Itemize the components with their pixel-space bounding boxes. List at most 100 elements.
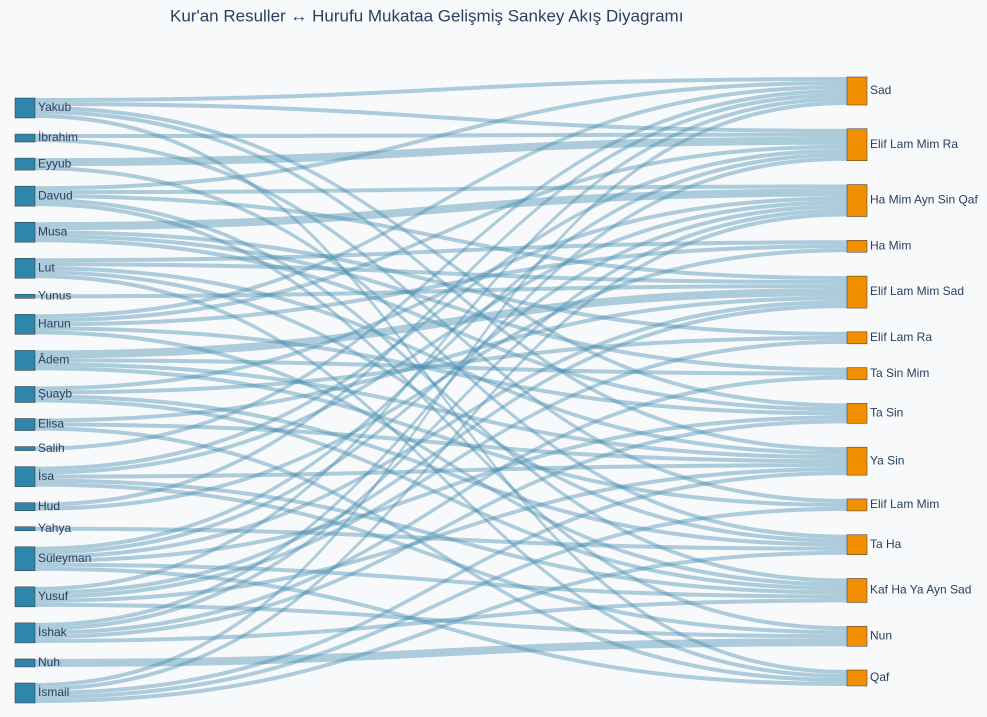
- link: [35, 156, 847, 627]
- link: [35, 419, 847, 639]
- chart-title: Kur'an Resuller ↔ Hurufu Mukataa Gelişmi…: [170, 6, 683, 25]
- node: [846, 128, 868, 162]
- node: [14, 258, 36, 279]
- link: [35, 300, 847, 559]
- node: [14, 526, 36, 531]
- link: [35, 114, 847, 674]
- link: [35, 212, 847, 692]
- link: [35, 638, 847, 667]
- node-label: Ha Mim: [870, 238, 911, 252]
- node: [14, 546, 36, 572]
- link: [35, 339, 847, 599]
- link: [35, 93, 847, 507]
- link: [35, 200, 847, 475]
- node: [14, 350, 36, 371]
- node-label: Kaf Ha Ya Ayn Sad: [870, 583, 971, 597]
- link: [35, 248, 847, 511]
- node: [14, 502, 36, 511]
- node-label: Ta Sin: [870, 406, 903, 420]
- node-label: Ha Mim Ayn Sin Qaf: [870, 193, 978, 207]
- node-label: Şuayb: [38, 387, 72, 401]
- link: [35, 362, 847, 460]
- node-label: Ya Sin: [870, 453, 904, 467]
- link: [35, 234, 847, 372]
- node-label: İsmail: [38, 685, 69, 699]
- node: [846, 184, 868, 217]
- link: [35, 326, 847, 416]
- link: [35, 274, 847, 678]
- node-label: Davud: [38, 188, 73, 202]
- link: [35, 550, 847, 703]
- node-label: Ta Ha: [870, 537, 902, 551]
- link: [35, 198, 847, 583]
- link: [35, 262, 847, 285]
- link: [35, 240, 847, 263]
- link: [35, 166, 847, 539]
- node: [14, 133, 36, 143]
- node-label: Âdem: [38, 352, 69, 367]
- link: [35, 97, 847, 591]
- node-label: Musa: [38, 224, 68, 238]
- node-label: Hud: [38, 499, 60, 513]
- link: [35, 422, 847, 464]
- link: [35, 184, 847, 195]
- link: [35, 526, 847, 551]
- link: [35, 415, 847, 563]
- node: [14, 185, 36, 207]
- link: [35, 148, 847, 471]
- node: [14, 682, 36, 704]
- node: [846, 76, 868, 106]
- link: [35, 244, 847, 327]
- link: [35, 208, 847, 631]
- node-label: Yusuf: [38, 589, 69, 603]
- node: [846, 331, 868, 345]
- node: [14, 294, 36, 299]
- link: [35, 284, 847, 299]
- node: [846, 367, 868, 380]
- node: [846, 578, 868, 603]
- node-label: Qaf: [870, 670, 890, 684]
- link: [35, 101, 847, 687]
- node-label: Elif Lam Mim Sad: [870, 284, 964, 298]
- node: [14, 466, 36, 487]
- link: [35, 426, 847, 682]
- link: [35, 110, 847, 452]
- link: [35, 375, 847, 635]
- node-label: Süleyman: [38, 551, 91, 565]
- link: [35, 358, 847, 376]
- link: [35, 398, 847, 591]
- link: [35, 471, 847, 695]
- link: [35, 482, 847, 635]
- link: [35, 288, 847, 359]
- node: [14, 157, 36, 171]
- node-label: İsa: [38, 469, 54, 483]
- node-label: Nun: [870, 628, 892, 642]
- link: [35, 202, 847, 631]
- link: [35, 196, 847, 391]
- link: [35, 102, 847, 133]
- node: [846, 534, 868, 555]
- node-label: Harun: [38, 317, 71, 331]
- node-label: Elif Lam Ra: [870, 330, 932, 344]
- node-label: Yunus: [38, 288, 71, 302]
- node: [846, 498, 868, 512]
- link: [35, 266, 847, 456]
- links: [35, 77, 847, 703]
- link: [35, 77, 847, 102]
- node: [14, 446, 36, 451]
- link: [35, 138, 847, 503]
- node-label: Lut: [38, 260, 55, 274]
- node: [846, 275, 868, 309]
- link: [35, 366, 847, 507]
- link: [35, 136, 847, 167]
- node-label: Yakub: [38, 100, 71, 114]
- node-label: Ta Sin Mim: [870, 366, 929, 380]
- node: [14, 418, 36, 431]
- node-label: Sad: [870, 83, 891, 97]
- nodes: Yakub İbrahim Eyyub Davud Musa Lut Yunus Harun Â…: [14, 76, 978, 704]
- node: [14, 586, 36, 608]
- link: [35, 467, 847, 603]
- node: [14, 622, 36, 644]
- node-label: İshak: [38, 625, 68, 639]
